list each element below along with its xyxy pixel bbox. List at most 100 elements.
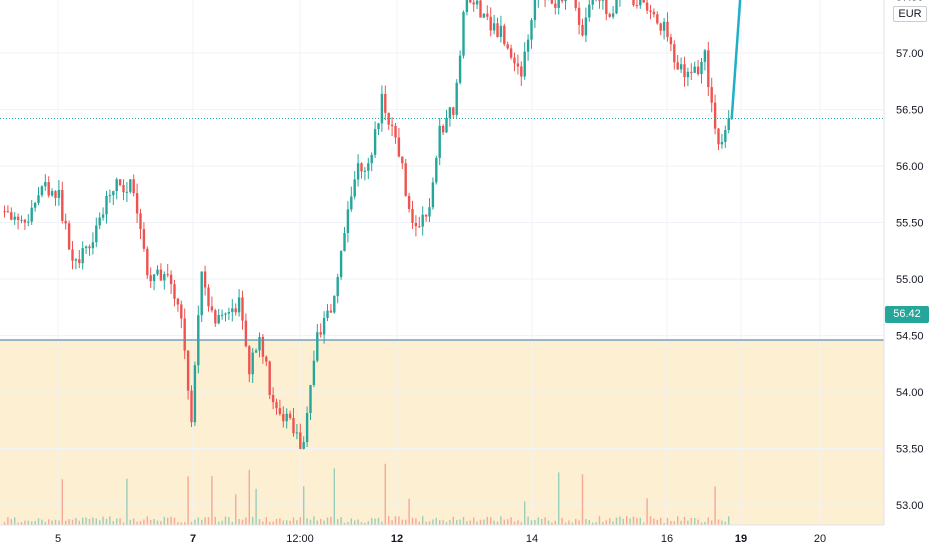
volume-bar xyxy=(578,520,579,525)
volume-bar xyxy=(650,516,651,525)
candle-body xyxy=(214,310,216,323)
candle-body xyxy=(330,311,332,313)
candle-body xyxy=(289,414,291,418)
candle-body xyxy=(201,272,203,316)
candle-body xyxy=(180,305,182,319)
x-tick-label: 20 xyxy=(814,533,826,545)
candle-body xyxy=(99,218,101,226)
volume-bar xyxy=(640,518,641,525)
volume-bar xyxy=(473,518,474,525)
volume-bar xyxy=(303,486,304,525)
candle-body xyxy=(493,23,495,30)
volume-bar xyxy=(616,518,617,525)
candle-body xyxy=(585,17,587,35)
candle-body xyxy=(269,362,271,395)
candle-body xyxy=(476,0,478,4)
candle-body xyxy=(598,0,600,1)
candle-body xyxy=(150,275,152,281)
volume-bar xyxy=(310,520,311,525)
volume-bar xyxy=(391,520,392,525)
volume-bar xyxy=(85,517,86,525)
candle-body xyxy=(116,179,118,191)
volume-bar xyxy=(211,476,212,525)
volume-bar xyxy=(476,521,477,525)
volume-bar xyxy=(89,519,90,525)
candle-body xyxy=(68,223,70,249)
y-tick-label: 55.50 xyxy=(896,218,924,230)
candle-body xyxy=(156,270,158,275)
y-tick-label: 54.00 xyxy=(896,387,924,399)
candle-body xyxy=(479,0,481,17)
candle-body xyxy=(666,22,668,37)
volume-bar xyxy=(674,521,675,525)
volume-bar xyxy=(408,499,409,525)
candle-body xyxy=(411,209,413,223)
projection-arrow-shaft xyxy=(732,0,762,119)
candle-body xyxy=(435,158,437,182)
volume-bar xyxy=(504,520,505,525)
volume-bar xyxy=(102,517,103,525)
candle-body xyxy=(473,2,475,4)
candle-body xyxy=(520,67,522,77)
volume-bar xyxy=(633,517,634,525)
candle-body xyxy=(517,63,519,66)
volume-bar xyxy=(463,517,464,525)
candle-body xyxy=(129,179,131,192)
x-tick-label: 12:00 xyxy=(286,533,314,545)
volume-bar xyxy=(419,522,420,525)
candle-body xyxy=(459,56,461,83)
candle-body xyxy=(204,272,206,288)
volume-bar xyxy=(75,518,76,525)
volume-bar xyxy=(225,516,226,525)
volume-bar xyxy=(684,517,685,525)
candle-body xyxy=(102,215,104,218)
volume-bar xyxy=(422,516,423,525)
candle-body xyxy=(605,0,607,14)
volume-bar xyxy=(582,474,583,525)
candle-body xyxy=(578,8,580,25)
volume-bar xyxy=(568,520,569,525)
candle-body xyxy=(286,414,288,421)
candle-body xyxy=(377,123,379,129)
volume-bar xyxy=(41,520,42,525)
volume-bar xyxy=(514,522,515,525)
volume-bar xyxy=(466,521,467,525)
volume-bar xyxy=(38,518,39,525)
volume-bar xyxy=(718,519,719,525)
volume-bar xyxy=(28,521,29,525)
volume-bar xyxy=(327,518,328,525)
candle-body xyxy=(31,208,33,222)
candle-body xyxy=(218,315,220,323)
volume-bar xyxy=(606,520,607,525)
candle-body xyxy=(527,40,529,52)
candle-body xyxy=(486,14,488,17)
candle-body xyxy=(194,365,196,422)
candle-body xyxy=(299,432,301,448)
candle-body xyxy=(24,220,26,223)
candle-body xyxy=(663,22,665,31)
volume-bar xyxy=(31,521,32,525)
candle-body xyxy=(306,413,308,442)
y-tick-label: 55.00 xyxy=(896,274,924,286)
volume-bar xyxy=(670,521,671,525)
x-tick-label: 19 xyxy=(735,533,747,545)
candle-body xyxy=(170,275,172,284)
volume-bar xyxy=(646,498,647,525)
candle-body xyxy=(41,186,43,195)
candle-body xyxy=(728,119,730,130)
candle-body xyxy=(653,12,655,14)
candle-body xyxy=(415,223,417,226)
candle-body xyxy=(656,14,658,23)
candle-body xyxy=(398,138,400,157)
volume-bar xyxy=(385,464,386,525)
volume-bar xyxy=(208,517,209,525)
candle-body xyxy=(592,0,594,5)
candle-body xyxy=(394,126,396,138)
volume-bar xyxy=(657,520,658,525)
volume-bar xyxy=(160,521,161,525)
volume-bar xyxy=(374,519,375,525)
currency-label[interactable]: EUR xyxy=(893,6,927,22)
volume-bar xyxy=(368,521,369,525)
